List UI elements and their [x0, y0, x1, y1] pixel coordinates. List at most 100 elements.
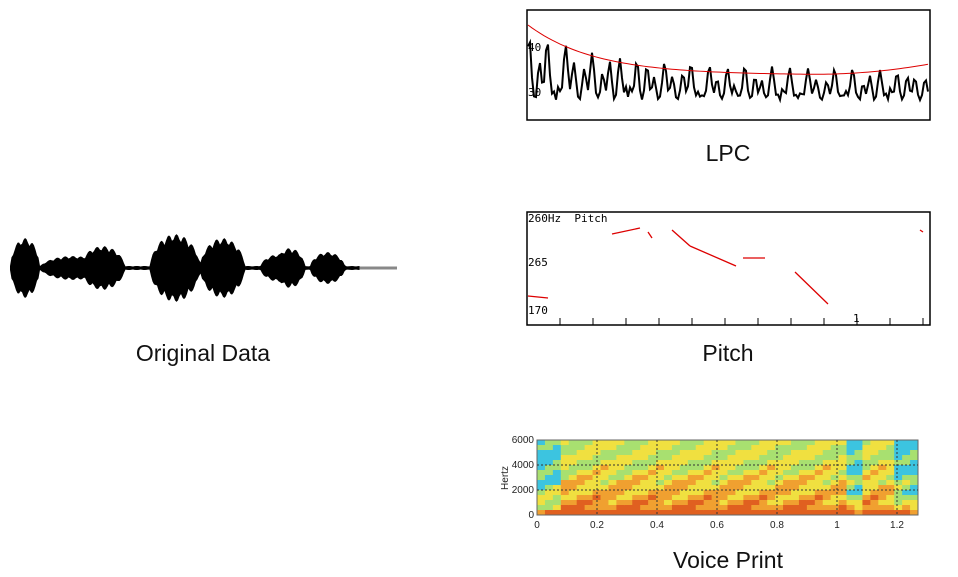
spectrogram-cell [592, 505, 601, 511]
spectrogram-cell [886, 465, 895, 471]
spectrogram-cell [695, 440, 705, 446]
spectrogram-cell [902, 465, 911, 471]
spectrogram-cell [703, 475, 713, 481]
spectrogram-cell [552, 485, 562, 491]
spectrogram-cell [568, 455, 578, 461]
spectrogram-cell [544, 510, 554, 516]
spectrogram-cell [894, 495, 903, 501]
spectrogram-cell [767, 455, 776, 461]
spectrogram-cell [886, 480, 895, 486]
spectrogram-cell [735, 505, 744, 511]
spectrogram-cell [910, 505, 919, 511]
spectrogram-cell [886, 475, 895, 481]
spectrogram-cell [632, 485, 641, 491]
spectrogram-cell [537, 445, 546, 451]
spectrogram-cell [648, 440, 657, 446]
spectrogram-cell [711, 460, 721, 466]
spectrogram-cell [862, 470, 871, 476]
spectrogram-cell [568, 475, 578, 481]
spectrogram-cell [910, 455, 919, 461]
spectrogram-cell [862, 465, 871, 471]
spectrogram-cell [894, 470, 903, 476]
spectrogram-cell [870, 445, 879, 451]
spectrogram-cell [822, 510, 832, 516]
spectrogram-cell [568, 490, 578, 496]
spectrogram-cell [902, 505, 911, 511]
spectrogram-cell [902, 460, 911, 466]
spectrogram-cell [552, 470, 562, 476]
spectrogram-cell [830, 485, 840, 491]
spectrogram-cell [791, 470, 800, 476]
spectrogram-cell [552, 440, 562, 446]
spectrogram-cell [648, 505, 657, 511]
spectrogram-cell [703, 510, 713, 516]
spectrogram-cell [695, 470, 705, 476]
spectrogram-cell [894, 455, 903, 461]
spectrogram-cell [640, 455, 649, 461]
lpc-frame [526, 9, 931, 121]
spectrogram-cell [624, 505, 633, 511]
spectrogram-cell [624, 465, 633, 471]
spectrogram-cell [584, 445, 594, 451]
spectrogram-cell [846, 510, 855, 516]
spectrogram-cell [822, 500, 832, 506]
spectrogram-cell [576, 505, 586, 511]
spectrogram-cell [703, 490, 713, 496]
spectrogram-cell [822, 485, 832, 491]
spectrogram-cell [695, 455, 705, 461]
spectrogram-cell [679, 505, 689, 511]
spectrogram-cell [695, 505, 705, 511]
spectrogram-cell [640, 495, 649, 501]
spectrogram-cell [822, 505, 832, 511]
spectrogram-cell [806, 490, 816, 496]
spectrogram-cell [854, 455, 863, 461]
spectrogram-cell [743, 445, 752, 451]
spectrogram-cell [687, 480, 697, 486]
spectrogram-cell [791, 495, 800, 501]
spectrogram-cell [616, 495, 625, 501]
spectrogram-cell [648, 485, 657, 491]
spectrogram-cell [806, 450, 816, 456]
spectrogram-cell [838, 500, 848, 506]
spectrogram-cell [783, 460, 792, 466]
spectrogram-cell [703, 450, 713, 456]
spectrogram-cell [902, 495, 911, 501]
spectrogram-cell [560, 440, 570, 446]
spectrogram-cell [616, 480, 625, 486]
spectrogram-cell [616, 505, 625, 511]
spectrogram-cell [806, 475, 816, 481]
spectrogram-cell [910, 470, 919, 476]
spectrogram-cell [719, 475, 728, 481]
x-tick-label: 0.6 [710, 520, 724, 531]
spectrogram-cell [838, 465, 848, 471]
spectrogram-cell [671, 495, 681, 501]
spectrogram-cell [743, 475, 752, 481]
spectrogram-cell [584, 480, 594, 486]
spectrogram-cell [560, 480, 570, 486]
spectrogram-cell [870, 470, 879, 476]
spectrogram-cell [838, 485, 848, 491]
spectrogram-cell [806, 510, 816, 516]
spectrogram-cell [608, 490, 617, 496]
spectrogram-cell [664, 445, 673, 451]
spectrogram-cell [544, 490, 554, 496]
spectrogram-cell [846, 465, 855, 471]
spectrogram-cell [830, 465, 840, 471]
spectrogram-cell [854, 490, 863, 496]
spectrogram-cell [679, 480, 689, 486]
spectrogram-cell [703, 470, 713, 476]
spectrogram-cell [632, 495, 641, 501]
caption: Voice Print [673, 547, 784, 573]
spectrogram-cell [537, 450, 546, 456]
spectrogram-cell [886, 460, 895, 466]
spectrogram-cell [648, 450, 657, 456]
spectrogram-cell [600, 445, 609, 451]
spectrogram-cell [640, 470, 649, 476]
spectrogram-cell [624, 485, 633, 491]
spectrogram-cell [822, 495, 832, 501]
spectrogram-cell [830, 495, 840, 501]
spectrogram-cell [783, 490, 792, 496]
spectrogram-cell [640, 485, 649, 491]
spectrogram-cell [537, 465, 546, 471]
spectrogram-cell [759, 460, 768, 466]
